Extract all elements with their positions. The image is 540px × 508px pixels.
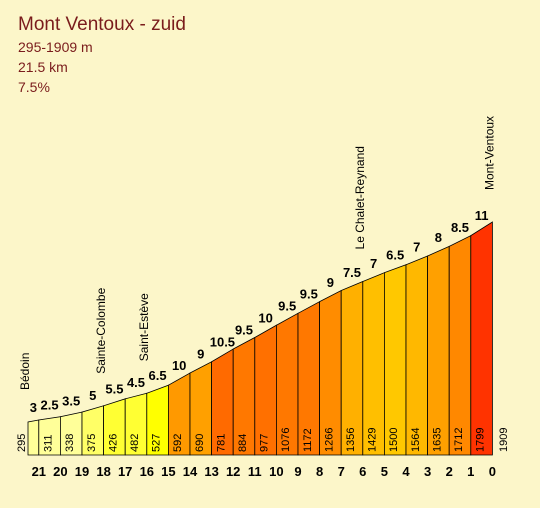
- landmark-label: Saint-Estève: [137, 293, 151, 361]
- landmark-label: Sainte-Colombe: [94, 287, 108, 373]
- elevation-label: 338: [64, 434, 76, 452]
- elevation-label: 426: [107, 434, 119, 452]
- profile-segment: [448, 234, 472, 456]
- gradient-label: 10.5: [210, 334, 235, 349]
- km-label: 11: [248, 464, 262, 479]
- subtitle: 295-1909 m: [18, 39, 93, 55]
- km-label: 1: [467, 464, 474, 479]
- profile-segment: [383, 264, 407, 456]
- elevation-label: 1799: [475, 428, 487, 452]
- km-label: 12: [226, 464, 240, 479]
- km-label: 3: [424, 464, 431, 479]
- profile-segment: [427, 245, 450, 456]
- subtitle: 21.5 km: [18, 59, 68, 75]
- profile-segment: [470, 221, 493, 456]
- elevation-label: 527: [151, 434, 163, 452]
- gradient-label: 8.5: [451, 220, 469, 235]
- elevation-label: 1635: [431, 428, 443, 452]
- gradient-label: 4.5: [127, 375, 145, 390]
- km-label: 17: [118, 464, 132, 479]
- elevation-label: 781: [215, 434, 227, 452]
- elevation-label: 1076: [280, 428, 292, 452]
- elevation-label: 295: [16, 434, 28, 452]
- km-label: 8: [316, 464, 323, 479]
- landmark-label: Le Chalet-Reynand: [353, 146, 367, 249]
- subtitle: 7.5%: [18, 79, 50, 95]
- gradient-label: 9: [327, 275, 334, 290]
- elevation-label: 375: [86, 434, 98, 452]
- gradient-label: 9.5: [278, 298, 296, 313]
- km-label: 4: [402, 464, 410, 479]
- km-label: 19: [75, 464, 89, 479]
- km-label: 18: [96, 464, 110, 479]
- profile-segment: [405, 255, 429, 456]
- gradient-label: 2.5: [41, 397, 59, 412]
- gradient-label: 9.5: [300, 287, 318, 302]
- km-label: 9: [294, 464, 301, 479]
- km-label: 10: [269, 464, 283, 479]
- gradient-label: 10: [172, 358, 186, 373]
- gradient-label: 3.5: [62, 393, 80, 408]
- km-label: 7: [338, 464, 345, 479]
- km-label: 21: [32, 464, 46, 479]
- km-label: 0: [489, 464, 496, 479]
- gradient-label: 3: [30, 400, 37, 415]
- elevation-label: 690: [194, 434, 206, 452]
- elevation-label: 1564: [410, 428, 422, 452]
- gradient-label: 8: [435, 230, 442, 245]
- elevation-label: 977: [259, 434, 271, 452]
- gradient-label: 7: [413, 239, 420, 254]
- elevation-label: 311: [43, 434, 55, 452]
- elevation-label: 1356: [345, 428, 357, 452]
- km-label: 2: [446, 464, 453, 479]
- gradient-label: 5.5: [105, 381, 123, 396]
- km-label: 5: [381, 464, 388, 479]
- gradient-label: 7.5: [343, 265, 361, 280]
- gradient-label: 6.5: [386, 248, 404, 263]
- km-label: 20: [53, 464, 67, 479]
- km-label: 16: [140, 464, 154, 479]
- km-label: 14: [183, 464, 198, 479]
- gradient-label: 6.5: [149, 368, 167, 383]
- elevation-label: 1266: [323, 428, 335, 452]
- landmark-label: Mont-Ventoux: [483, 116, 497, 190]
- chart-title: Mont Ventoux - zuid: [18, 14, 186, 35]
- gradient-label: 9.5: [235, 322, 253, 337]
- elevation-label: 1500: [388, 428, 400, 452]
- profile-segment: [27, 419, 40, 456]
- elevation-label: 1712: [453, 428, 465, 452]
- elevation-label: 592: [172, 434, 184, 452]
- elevation-label: 1172: [302, 428, 314, 452]
- gradient-label: 9: [197, 346, 204, 361]
- elevation-label: 1429: [367, 428, 379, 452]
- gradient-label: 10: [258, 310, 272, 325]
- elevation-label: 482: [129, 434, 141, 452]
- elevation-label: 1909: [498, 428, 510, 452]
- km-label: 6: [359, 464, 366, 479]
- elevation-label: 884: [237, 434, 249, 452]
- km-label: 15: [161, 464, 175, 479]
- gradient-label: 7: [370, 256, 377, 271]
- km-label: 13: [204, 464, 218, 479]
- landmark-label: Bédoin: [18, 353, 32, 390]
- gradient-label: 11: [475, 208, 489, 223]
- gradient-label: 5: [89, 388, 96, 403]
